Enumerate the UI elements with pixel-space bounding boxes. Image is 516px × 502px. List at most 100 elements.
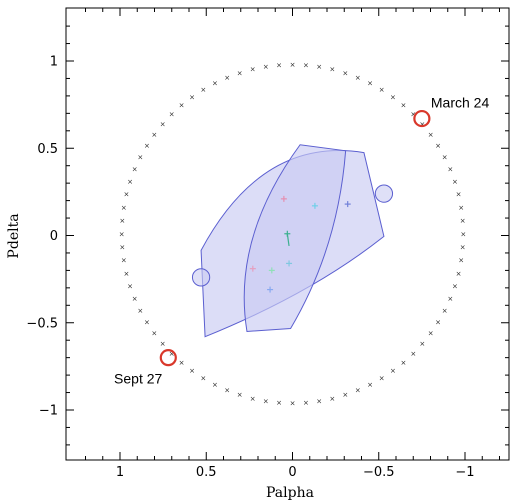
ellipse-marker: × [127,283,133,291]
ellipse-marker: × [447,165,453,173]
annotation-label-2: Sept 27 [114,371,162,387]
ellipse-marker: × [456,191,462,199]
ellipse-marker: × [355,387,361,395]
ellipse-marker: × [169,350,175,358]
ellipse-marker: × [442,307,448,315]
ellipse-marker: × [419,120,425,128]
ellipse-marker: × [460,217,466,225]
ellipse-marker: × [189,93,195,101]
ellipse-marker: × [400,359,406,367]
ellipse-marker: × [250,66,256,74]
ellipse-marker: × [452,178,458,186]
ellipse-marker: × [456,270,462,278]
y-tick-label: 0.5 [37,142,58,157]
ellipse-marker: × [124,270,130,278]
ellipse-marker: × [410,350,416,358]
ellipse-marker: × [390,93,396,101]
measurement-point [267,286,274,293]
ellipse-marker: × [290,400,296,408]
x-tick-label: 0 [288,465,296,480]
measurement-point [280,195,287,202]
measurement-point [311,202,318,209]
ellipse-marker: × [303,399,309,407]
ellipse-marker: × [447,295,453,303]
plot-frame [65,7,510,461]
end-circle-1 [191,268,211,287]
y-axis-label: Pdelta [6,213,22,258]
ellipse-marker: × [276,399,282,407]
ellipse-marker: × [355,74,361,82]
measurement-point [344,201,351,208]
ellipse-marker: × [428,330,434,338]
ellipse-marker: × [179,102,185,110]
ellipse-marker: × [144,142,150,150]
ellipse-marker: × [342,69,348,77]
measurement-point [286,260,293,267]
ellipse-marker: × [316,63,322,71]
ellipse-marker: × [263,397,269,405]
ellipse-marker: × [160,120,166,128]
ellipse-marker: × [400,102,406,110]
ellipse-marker: × [329,395,335,403]
ellipse-marker: × [435,319,441,327]
ellipse-marker: × [379,375,385,383]
ellipse-marker: × [428,131,434,139]
ellipse-marker: × [435,142,441,150]
ellipse-marker: × [452,283,458,291]
ellipse-marker: × [290,61,296,69]
ellipse-marker: × [250,395,256,403]
x-axis-label: Palpha [266,485,314,501]
ellipse-marker: × [460,244,466,252]
ellipse-marker: × [144,319,150,327]
ellipse-marker: × [151,131,157,139]
ellipse-marker: × [237,391,243,399]
ellipse-marker: × [132,165,138,173]
motion-vector [286,233,290,247]
highlight-circle-2 [159,349,177,367]
end-circle-2 [374,184,394,203]
annotation-label-1: March 24 [431,95,490,111]
y-tick-label: 0 [50,229,58,244]
ellipse-marker: × [379,86,385,94]
ellipse-marker: × [200,375,206,383]
ellipse-marker: × [303,62,309,70]
ellipse-marker: × [119,230,125,238]
ellipse-marker: × [410,111,416,119]
ellipse-marker: × [329,66,335,74]
ellipse-marker: × [458,257,464,265]
ellipse-marker: × [419,340,425,348]
measurement-point [268,267,275,274]
ellipse-marker: × [137,153,143,161]
ellipse-marker: × [121,204,127,212]
band-2 [243,144,347,333]
ellipse-marker: × [189,367,195,375]
ellipse-marker: × [224,74,230,82]
ellipse-marker: × [458,204,464,212]
plot-layer: × × × × × × × × × × × × × × × × × × × × × × × × × × × × × × × × × × × × × × × ×… [114,61,489,408]
x-tick-label: 0.5 [196,465,217,480]
plot-inner [191,144,394,338]
x-tick-label: 1 [116,465,124,480]
ellipse-marker: × [212,79,218,87]
ellipse-marker: × [367,79,373,87]
ellipse-marker: × [124,191,130,199]
ellipse-marker: × [119,217,125,225]
ellipse-marker: × [179,359,185,367]
ellipse-marker: × [137,307,143,315]
ellipse-marker: × [390,367,396,375]
ellipse-marker: × [212,381,218,389]
ellipse-marker: × [127,178,133,186]
ellipse-marker: × [132,295,138,303]
y-tick-label: −1 [39,404,58,419]
highlight-circle-1 [413,109,431,128]
y-tick-label: −0.5 [26,316,58,331]
ellipse-marker: × [367,381,373,389]
tick-layer: 1 0.5 0 −0.5 −1 1 0.5 0 −0.5 −1 [26,8,509,480]
ellipse-marker: × [316,397,322,405]
ellipse-marker: × [442,153,448,161]
ellipse-marker: × [342,391,348,399]
ellipse-marker: × [200,86,206,94]
x-tick-label: −1 [455,465,474,480]
ellipse-marker: × [460,230,466,238]
ellipse-marker: × [119,244,125,252]
